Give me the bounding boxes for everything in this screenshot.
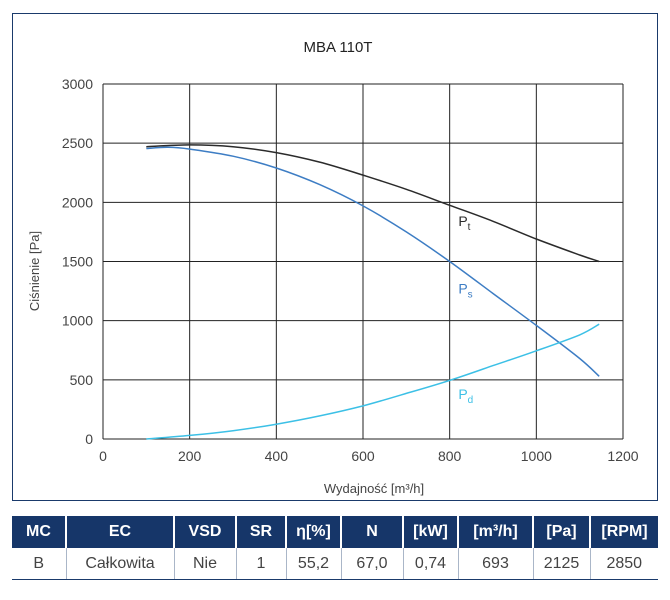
x-tick-label: 600 (351, 448, 375, 464)
table-header-row: MC EC VSD SR η[%] N [kW] [m³/h] [Pa] [RP… (12, 516, 658, 548)
spec-table: MC EC VSD SR η[%] N [kW] [m³/h] [Pa] [RP… (12, 516, 658, 580)
table-cell: Całkowita (65, 548, 174, 580)
grid-lines (102, 83, 624, 440)
series-label-sub: t (468, 222, 471, 233)
table-header-cell: MC (12, 516, 66, 548)
series-line-pd (146, 323, 600, 440)
y-tick-label: 2000 (62, 194, 93, 210)
y-tick-label: 0 (85, 431, 93, 447)
chart-title: MBA 110T (304, 39, 373, 56)
table-cell: 2850 (589, 548, 658, 580)
series-line-pt (146, 144, 600, 263)
y-tick-label: 1000 (62, 313, 93, 329)
x-tick-label: 400 (265, 448, 289, 464)
y-tick-label: 2500 (62, 135, 93, 151)
table-row: B Całkowita Nie 1 55,2 67,0 0,74 693 212… (12, 548, 658, 580)
x-tick-label: 800 (438, 448, 462, 464)
table-cell: 55,2 (285, 548, 341, 580)
series-label-main: P (458, 280, 467, 296)
table-cell: 1 (235, 548, 286, 580)
table-header-cell: N (340, 516, 403, 548)
table-cell: 693 (457, 548, 533, 580)
table-header-cell: EC (65, 516, 174, 548)
x-tick-label: 1200 (607, 448, 638, 464)
table-header-cell: η[%] (285, 516, 341, 548)
table-cell: 0,74 (402, 548, 458, 580)
table-cell: 2125 (532, 548, 590, 580)
table-cell: Nie (173, 548, 236, 580)
table-header-cell: [m³/h] (457, 516, 533, 548)
series-label-sub: s (468, 289, 473, 300)
x-axis-label: Wydajność [m³/h] (324, 481, 424, 496)
series-label-ps: Ps (458, 280, 472, 300)
series-label-sub: d (468, 395, 474, 406)
table-header-cell: VSD (173, 516, 236, 548)
x-tick-label: 200 (178, 448, 202, 464)
pressure-chart: MBA 110T 0 200 400 600 800 1000 1200 0 500 1000 15… (27, 39, 639, 496)
x-tick-label: 0 (99, 448, 107, 464)
x-tick-label: 1000 (521, 448, 552, 464)
series-label-main: P (458, 386, 467, 402)
y-tick-label: 1500 (62, 254, 93, 270)
series-lines (146, 144, 600, 440)
table-header-cell: [Pa] (532, 516, 590, 548)
series-line-ps (146, 146, 600, 377)
series-label-pd: Pd (458, 386, 473, 406)
table-cell: B (12, 548, 66, 580)
y-tick-label: 3000 (62, 76, 93, 92)
chart-frame: MBA 110T 0 200 400 600 800 1000 1200 0 500 1000 15… (12, 13, 658, 501)
y-axis-label: Ciśnienie [Pa] (27, 231, 42, 311)
table-header-cell: [kW] (402, 516, 458, 548)
tick-labels: 0 200 400 600 800 1000 1200 0 500 1000 1500 2000 250… (62, 76, 639, 464)
y-tick-label: 500 (70, 372, 94, 388)
series-label-main: P (458, 213, 467, 229)
table-cell: 67,0 (340, 548, 403, 580)
table-header-cell: SR (235, 516, 286, 548)
table-header-cell: [RPM] (589, 516, 658, 548)
series-label-pt: Pt (458, 213, 470, 233)
